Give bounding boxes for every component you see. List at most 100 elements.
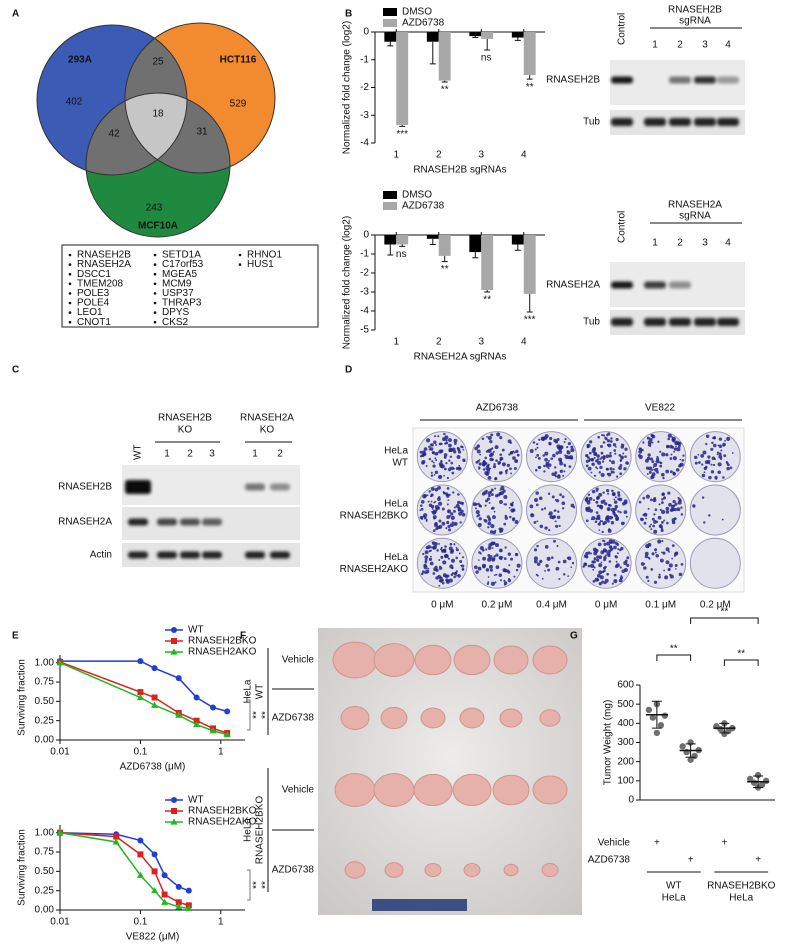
colony: [495, 459, 498, 462]
x-tick-label: 1: [393, 150, 399, 161]
dot: [721, 730, 728, 738]
colony: [561, 495, 565, 499]
colony: [651, 434, 656, 439]
colony: [512, 456, 516, 460]
colony: [664, 575, 669, 580]
colony: [419, 454, 423, 458]
colony: [718, 454, 723, 459]
blot-band: [611, 318, 633, 326]
colony: [638, 447, 641, 450]
colony: [680, 513, 684, 516]
colony: [650, 476, 654, 480]
colony: [595, 500, 599, 504]
colony: [588, 497, 593, 501]
marker: [137, 689, 144, 696]
colony: [729, 466, 733, 470]
colony: [658, 524, 663, 528]
colony: [591, 489, 596, 494]
colony: [676, 447, 681, 452]
colony: [544, 526, 548, 530]
colony: [612, 443, 617, 447]
colony: [505, 472, 508, 475]
marker: [223, 730, 231, 738]
colony: [601, 434, 604, 437]
legend-label: DMSO: [402, 7, 432, 18]
bullet: [238, 263, 242, 266]
blot-header: RNASEH2B: [668, 5, 722, 16]
gene-name: DSCC1: [77, 269, 111, 280]
marker: [161, 891, 168, 898]
colony: [445, 439, 448, 442]
colony: [596, 578, 600, 582]
colony: [661, 501, 664, 505]
colony: [444, 435, 449, 440]
group-label: WT: [255, 684, 266, 700]
colony: [592, 447, 596, 451]
colony: [436, 525, 441, 530]
significance: **: [670, 644, 678, 655]
colony: [596, 573, 601, 578]
colony: [453, 450, 457, 454]
colony: [614, 504, 619, 509]
colony: [429, 561, 434, 566]
colony: [533, 556, 538, 561]
colony: [659, 508, 662, 512]
significance: ns: [481, 53, 492, 64]
colony: [654, 548, 658, 552]
colony: [485, 548, 488, 551]
sig-bracket: [723, 659, 759, 666]
panel-label: A: [12, 9, 19, 20]
colony: [645, 517, 648, 520]
colony: [590, 458, 594, 462]
colony: [431, 451, 434, 454]
colony: [494, 487, 497, 490]
blot-band: [125, 480, 151, 494]
row-label: AZD6738: [272, 865, 315, 876]
colony: [512, 509, 515, 512]
colony: [618, 578, 623, 583]
colony: [563, 464, 567, 468]
colony: [595, 511, 599, 514]
treatment-mark: +: [654, 838, 660, 849]
colony: [450, 558, 455, 563]
colony: [503, 579, 506, 582]
colony: [503, 503, 506, 506]
colony: [587, 564, 591, 568]
plate: [471, 484, 523, 536]
error-bar: [526, 293, 533, 313]
colony: [442, 573, 447, 578]
colony: [460, 445, 463, 448]
colony: [448, 449, 452, 452]
colony: [675, 445, 677, 448]
colony: [497, 462, 500, 465]
treatment-mark: +: [755, 855, 761, 866]
colony: [638, 450, 643, 454]
colony: [436, 549, 439, 552]
colony: [425, 438, 431, 443]
colony: [514, 520, 519, 524]
colony: [589, 509, 593, 513]
drug-label: AZD6738: [476, 403, 519, 414]
colony: [498, 573, 503, 578]
colony: [567, 441, 572, 446]
colony: [482, 468, 486, 471]
colony: [427, 500, 430, 503]
colony: [462, 448, 465, 451]
dot: [687, 756, 694, 763]
colony: [564, 454, 569, 460]
colony: [486, 435, 488, 438]
colony: [484, 456, 488, 460]
colony: [479, 504, 483, 508]
sd-bar: [651, 700, 662, 729]
colony: [667, 433, 672, 438]
legend-marker: [171, 808, 177, 814]
colony: [707, 459, 711, 464]
colony: [438, 519, 442, 523]
colony: [536, 446, 539, 449]
colony: [422, 552, 425, 556]
colony: [601, 580, 605, 584]
colony: [659, 450, 662, 453]
bar: [523, 235, 536, 294]
colony: [608, 515, 613, 520]
colony: [487, 553, 491, 557]
